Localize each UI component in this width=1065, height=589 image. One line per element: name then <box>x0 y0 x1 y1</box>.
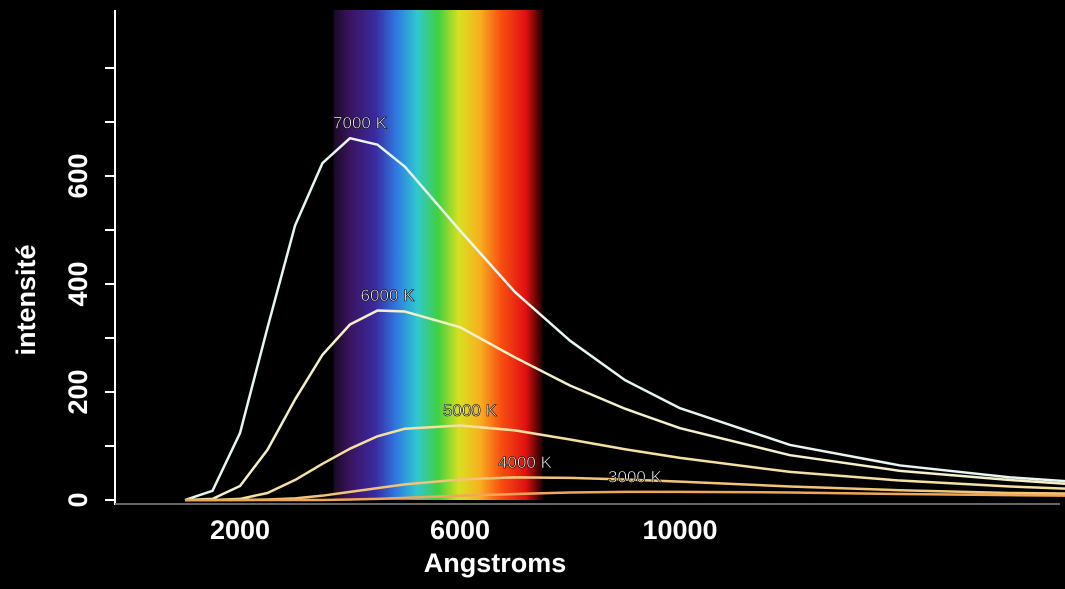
curve-label: 6000 K <box>361 286 416 305</box>
curve <box>184 309 1065 502</box>
y-tick-label: 600 <box>63 153 93 198</box>
y-tick-label: 0 <box>63 492 93 507</box>
x-tick-label: 6000 <box>430 515 490 545</box>
x-axis-label: Angstroms <box>424 548 567 578</box>
curve-label: 5000 K <box>443 401 498 420</box>
x-tick-label: 2000 <box>210 515 270 545</box>
visible-spectrum <box>333 10 543 500</box>
curve-label: 4000 K <box>498 453 553 472</box>
y-tick-label: 400 <box>63 261 93 306</box>
y-axis-label: intensité <box>11 244 41 355</box>
curve <box>185 490 1065 502</box>
x-tick-label: 10000 <box>642 515 717 545</box>
y-tick-label: 200 <box>63 369 93 414</box>
curve-label: 7000 K <box>333 114 388 133</box>
curve-label: 3000 K <box>608 467 663 486</box>
curve <box>185 424 1065 502</box>
curve <box>184 136 1065 502</box>
